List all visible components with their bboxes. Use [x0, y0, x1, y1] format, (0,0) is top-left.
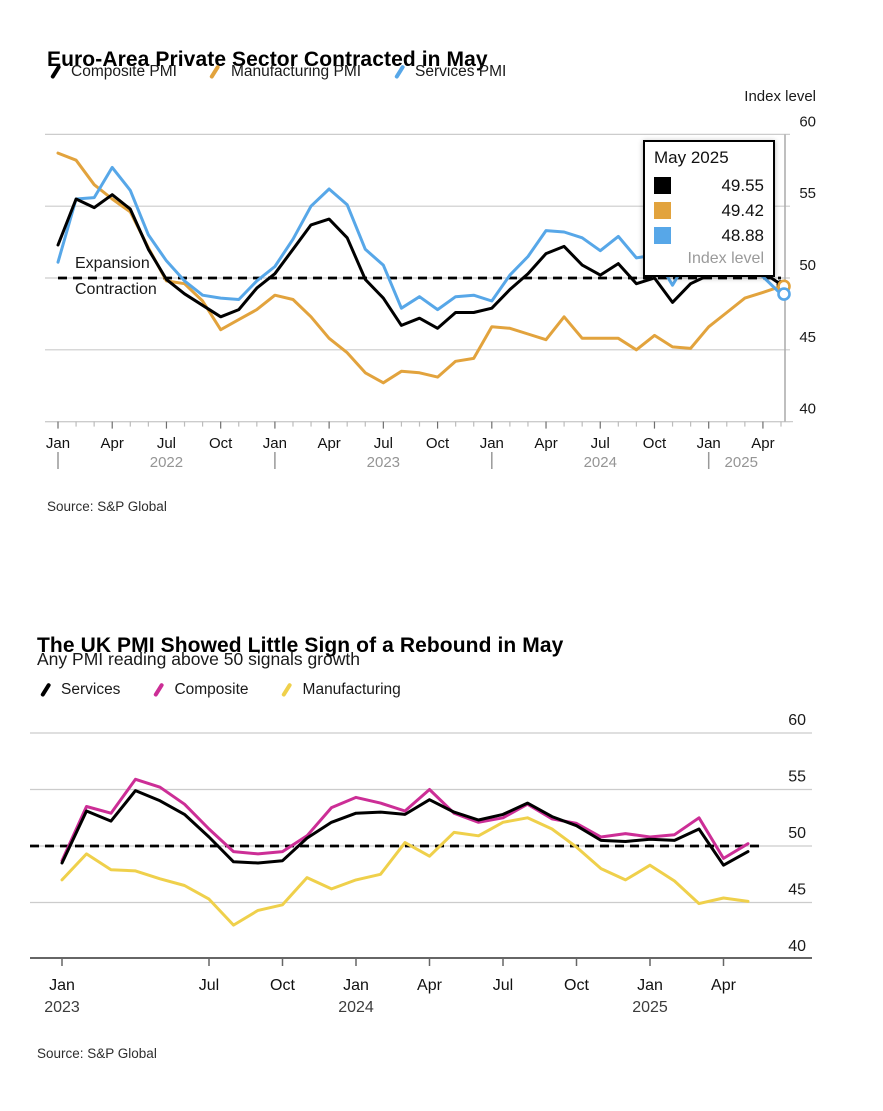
legend-slash-icon [393, 64, 405, 80]
x-tick-label: Jul [374, 435, 393, 452]
y-tick-label: 50 [799, 257, 816, 274]
tooltip-value: 48.88 [721, 225, 764, 245]
tooltip-swatch [654, 177, 671, 194]
legend-label: Composite PMI [71, 63, 177, 80]
tooltip-swatch [654, 227, 671, 244]
tooltip-value: 49.42 [721, 200, 764, 220]
uk-chart-subtitle: Any PMI reading above 50 signals growth [37, 649, 360, 669]
euro-chart-title: Euro-Area Private Sector Contracted in M… [47, 48, 488, 72]
slash-icon [391, 64, 407, 80]
year-label: 2023 [44, 999, 80, 1016]
x-tick-label: Apr [101, 435, 124, 452]
x-tick-label: Oct [564, 977, 589, 994]
x-tick-label: Jan [343, 977, 369, 994]
series-line-services [60, 789, 750, 867]
year-label: 2022 [150, 454, 183, 471]
y-tick-label: 55 [799, 185, 816, 202]
x-tick-label: Apr [711, 977, 737, 994]
x-tick-label: Jan [480, 435, 504, 452]
series-line-manufacturing-pmi [56, 151, 783, 385]
legend-label: Composite [174, 681, 249, 698]
y-tick-label: 40 [788, 938, 806, 955]
tooltip-footer: Index level [687, 250, 765, 267]
x-tick-label: Jan [49, 977, 75, 994]
x-tick-label: Apr [417, 977, 443, 994]
y-tick-label: 60 [799, 113, 816, 130]
year-label: 2024 [584, 454, 617, 471]
year-label: 2023 [367, 454, 400, 471]
year-label: 2025 [725, 454, 758, 471]
y-tick-label: 60 [788, 712, 806, 729]
x-tick-label: Apr [534, 435, 557, 452]
legend-item-composite-pmi: Composite PMI [47, 63, 177, 81]
legend-slash-icon [39, 682, 51, 698]
tooltip-row: 49.42 [654, 198, 764, 223]
x-tick-label: Jul [157, 435, 176, 452]
y-tick-label: 55 [788, 769, 806, 786]
tooltip-title: May 2025 [654, 148, 729, 167]
uk-chart-legend: Services Composite Manufacturing [37, 681, 401, 699]
contraction-label: Contraction [75, 281, 157, 298]
legend-slash-icon [152, 682, 164, 698]
uk-chart-title: The UK PMI Showed Little Sign of a Rebou… [37, 634, 564, 658]
tooltip-value: 49.55 [721, 175, 764, 195]
tooltip-rows: 49.55 49.42 48.88 [654, 173, 764, 248]
y-tick-label: 45 [788, 882, 806, 899]
x-tick-label: Jan [637, 977, 663, 994]
x-tick-label: Jan [46, 435, 70, 452]
end-marker-services-pmi [777, 287, 791, 301]
year-label: 2024 [338, 999, 374, 1016]
y-tick-label: 40 [799, 401, 816, 418]
series-line-manufacturing [60, 816, 750, 927]
x-tick-label: Apr [317, 435, 340, 452]
x-tick-label: Apr [751, 435, 774, 452]
tooltip-swatch [654, 202, 671, 219]
hover-tooltip: May 2025 49.55 49.42 48.88 Index level [643, 140, 775, 277]
legend-slash-icon [281, 682, 292, 698]
legend-label: Manufacturing PMI [230, 63, 362, 80]
legend-item-composite: Composite [150, 681, 249, 699]
y-tick-label: 50 [788, 825, 806, 842]
x-tick-label: Oct [209, 435, 233, 452]
legend-slash-icon [209, 64, 221, 80]
x-tick-label: Jul [493, 977, 513, 994]
x-tick-label: Jul [591, 435, 610, 452]
legend-label: Services [61, 681, 121, 698]
uk-plot[interactable]: 60 55 50 45 40 2023 2024 2025 Jan Jul Oct Jan Apr Jul… [30, 712, 812, 1016]
slash-icon [47, 64, 63, 80]
euro-axis-title: Index level [744, 88, 816, 105]
legend-slash-icon [49, 64, 61, 80]
expansion-label: Expansion [75, 255, 150, 272]
year-label: 2025 [632, 999, 668, 1016]
x-tick-label: Jan [263, 435, 287, 452]
euro-chart-legend: Composite PMI Manufacturing PMI Services P… [47, 63, 506, 81]
tooltip-row: 48.88 [654, 223, 764, 248]
slash-icon [279, 682, 295, 698]
euro-chart-source: Source: S&P Global [47, 499, 167, 514]
x-tick-label: Oct [426, 435, 450, 452]
legend-item-manufacturing: Manufacturing [279, 681, 401, 699]
slash-icon [150, 682, 166, 698]
uk-chart-source: Source: S&P Global [37, 1046, 157, 1061]
x-tick-label: Jul [199, 977, 219, 994]
series-line-composite-pmi [56, 193, 783, 330]
legend-item-services: Services [37, 681, 120, 699]
legend-item-manufacturing-pmi: Manufacturing PMI [207, 63, 361, 81]
legend-label: Services PMI [415, 63, 507, 80]
series-line-composite [60, 777, 750, 863]
x-tick-label: Oct [643, 435, 667, 452]
tooltip-row: 49.55 [654, 173, 764, 198]
legend-item-services-pmi: Services PMI [391, 63, 506, 81]
x-tick-label: Jan [697, 435, 721, 452]
x-tick-label: Oct [270, 977, 295, 994]
y-tick-label: 45 [799, 329, 816, 346]
slash-icon [207, 64, 223, 80]
legend-label: Manufacturing [302, 681, 401, 698]
slash-icon [37, 682, 53, 698]
